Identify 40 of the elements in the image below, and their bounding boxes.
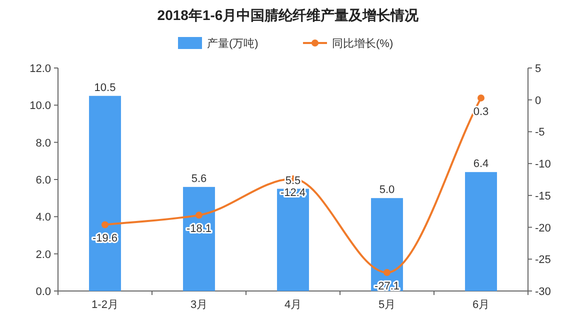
- data-label: -27.1: [374, 280, 400, 293]
- point: [196, 212, 202, 219]
- y2-tick-label: 0: [535, 94, 542, 107]
- data-label: 5.0: [379, 184, 395, 196]
- data-label: -19.6: [92, 232, 118, 245]
- data-label: -18.1: [186, 223, 212, 236]
- data-label: 10.5: [94, 82, 116, 94]
- x-tick-label: 3月: [190, 299, 208, 311]
- y-tick-label: 0.0: [36, 286, 51, 298]
- y2-tick-label: -30: [535, 286, 551, 298]
- x-tick-label: 5月: [378, 299, 396, 311]
- y2-tick-label: -15: [535, 190, 551, 202]
- y-tick-label: 4.0: [36, 212, 51, 224]
- y-tick-label: 12.0: [30, 63, 51, 75]
- legend-label: 同比增长(%): [332, 37, 394, 50]
- y2-tick-label: -5: [535, 126, 545, 139]
- chart-title: 2018年1-6月中国腈纶纤维产量及增长情况: [157, 7, 420, 23]
- data-label: -12.4: [280, 186, 306, 199]
- bar: [277, 188, 309, 291]
- point: [384, 269, 390, 276]
- data-label: 6.4: [473, 158, 489, 170]
- bar: [465, 172, 497, 291]
- bar: [183, 186, 215, 291]
- y2-tick-label: -10: [535, 158, 551, 171]
- point: [102, 221, 108, 228]
- x-tick-label: 1-2月: [92, 299, 118, 311]
- legend-label: 产量(万吨): [207, 37, 258, 50]
- x-tick-label: 4月: [284, 299, 302, 311]
- y-tick-label: 6.0: [36, 174, 51, 186]
- bar: [89, 96, 121, 291]
- y-tick-label: 2.0: [36, 248, 51, 261]
- y2-tick-label: -25: [535, 254, 551, 266]
- point: [478, 94, 484, 102]
- y-tick-label: 10.0: [30, 100, 51, 112]
- data-label: 5.6: [191, 172, 207, 185]
- y2-tick-label: -20: [535, 222, 551, 234]
- y-tick-label: 8.0: [36, 137, 51, 150]
- x-tick-label: 6月: [472, 299, 490, 311]
- bar: [371, 198, 403, 291]
- y2-tick-label: 5: [535, 63, 542, 75]
